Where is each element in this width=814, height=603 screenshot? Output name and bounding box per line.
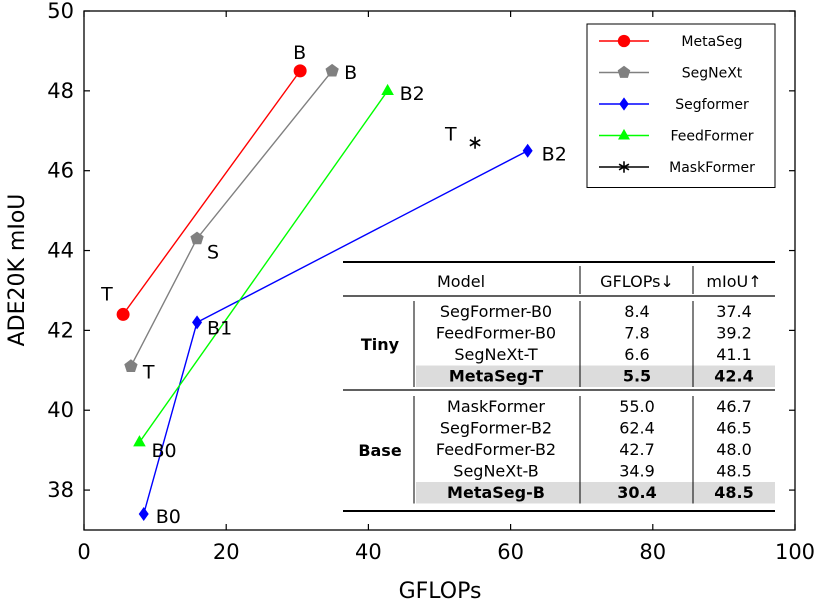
- series-markers: [116, 63, 533, 522]
- table-highlight-row: [416, 482, 775, 504]
- y-tick-label: 50: [47, 0, 74, 23]
- x-tick-label: 20: [213, 540, 240, 564]
- table-cell-gflops: 5.5: [623, 367, 651, 386]
- maskformer-legend-label: MaskFormer: [669, 160, 755, 176]
- segformer-marker: [522, 143, 533, 158]
- point-labels: T B T S B B0 B1 B2 B0 B2 T: [100, 42, 567, 528]
- table-cell-miou: 48.5: [716, 462, 752, 481]
- segnext-point-label: T: [142, 361, 155, 383]
- segnext-point-label: S: [207, 242, 219, 264]
- segformer-marker: [138, 507, 149, 522]
- feedformer-point-label: B2: [400, 83, 425, 105]
- table-cell-model: SegFormer-B0: [440, 302, 552, 321]
- table-cell-miou: 37.4: [716, 302, 752, 321]
- y-tick-label: 40: [47, 398, 74, 422]
- table-cell-gflops: 55.0: [619, 397, 655, 416]
- table-cell-model: FeedFormer-B0: [436, 324, 556, 343]
- table-header-miou: mIoU↑: [706, 272, 761, 291]
- x-tick-label: 60: [497, 540, 524, 564]
- table-cell-miou: 46.7: [716, 397, 752, 416]
- inset-table: Model GFLOPs↓ mIoU↑ SegFormer-B0 8.4 37.4 Feed…: [343, 260, 775, 515]
- maskformer-legend-marker: [618, 161, 630, 173]
- table-cell-miou: 39.2: [716, 324, 752, 343]
- table-cell-miou: 48.5: [714, 483, 753, 502]
- table-background: [343, 260, 775, 515]
- feedformer-legend-label: FeedFormer: [670, 129, 753, 145]
- table-cell-gflops: 6.6: [624, 345, 649, 364]
- table-cell-model: SegNeXt-T: [454, 345, 538, 364]
- y-tick-label: 46: [47, 159, 74, 183]
- table-header-model: Model: [437, 272, 485, 291]
- metaseg-point-label: B: [293, 42, 306, 64]
- x-axis-title: GFLOPs: [399, 579, 482, 603]
- segformer-point-label: B0: [156, 506, 181, 528]
- metaseg-marker: [293, 64, 307, 78]
- x-tick-label: 0: [77, 540, 90, 564]
- table-cell-gflops: 42.7: [619, 440, 655, 459]
- table-highlight-row: [416, 365, 775, 387]
- table-cell-model: FeedFormer-B2: [436, 440, 556, 459]
- table-cell-gflops: 62.4: [619, 419, 655, 438]
- y-tick-label: 48: [47, 79, 74, 103]
- table-cell-miou: 42.4: [714, 367, 753, 386]
- table-cell-model: SegFormer-B2: [440, 419, 552, 438]
- segnext-legend-marker: [617, 65, 631, 78]
- segnext-marker: [124, 359, 138, 372]
- table-cell-gflops: 8.4: [624, 302, 649, 321]
- segnext-marker: [325, 63, 339, 77]
- segformer-legend-marker: [619, 97, 629, 111]
- y-tick-label: 44: [47, 239, 74, 263]
- metaseg-legend-marker: [617, 34, 631, 48]
- y-tick-label: 42: [47, 318, 74, 342]
- asterisk-stroke: [469, 139, 481, 147]
- segnext-legend-label: SegNeXt: [682, 66, 743, 82]
- table-cell-gflops: 7.8: [624, 324, 649, 343]
- table-cell-model: MetaSeg-B: [447, 483, 545, 502]
- metaseg-line: [122, 70, 301, 315]
- table-group-label: Base: [358, 441, 402, 460]
- plot-frame: [83, 10, 796, 531]
- legend: MetaSeg SegNeXt Segformer FeedFormer MaskFor…: [586, 23, 776, 188]
- table-cell-gflops: 34.9: [619, 462, 655, 481]
- table-cell-gflops: 30.4: [617, 483, 656, 502]
- segformer-marker: [192, 315, 203, 330]
- feedformer-line: [138, 90, 389, 443]
- table-cell-model: MetaSeg-T: [449, 367, 543, 386]
- table-cell-miou: 41.1: [716, 345, 752, 364]
- x-tick-label: 80: [639, 540, 666, 564]
- feedformer-marker: [381, 83, 394, 96]
- segformer-legend-label: Segformer: [675, 97, 749, 113]
- x-tick-label: 100: [775, 540, 814, 564]
- table-header-gflops: GFLOPs↓: [600, 272, 674, 291]
- table-cell-miou: 48.0: [716, 440, 752, 459]
- legend-box: [586, 23, 776, 188]
- maskformer-point-label: T: [444, 124, 457, 146]
- metaseg-legend-label: MetaSeg: [681, 34, 742, 50]
- feedformer-marker: [133, 435, 146, 447]
- segformer-point-label: B2: [542, 144, 567, 166]
- table-cell-model: MaskFormer: [447, 397, 545, 416]
- metaseg-marker: [116, 307, 130, 321]
- table-cell-miou: 46.5: [716, 419, 752, 438]
- segnext-point-label: B: [344, 62, 357, 84]
- x-tick-label: 40: [355, 540, 382, 564]
- feedformer-point-label: B0: [151, 440, 176, 462]
- table-cell-model: SegNeXt-B: [453, 462, 538, 481]
- metaseg-point-label: T: [100, 283, 113, 305]
- segnext-marker: [190, 231, 204, 245]
- feedformer-legend-marker: [618, 128, 630, 140]
- y-tick-label: 38: [47, 478, 74, 502]
- segformer-point-label: B1: [207, 317, 232, 339]
- asterisk-stroke: [618, 163, 630, 171]
- maskformer-marker: [469, 136, 481, 149]
- y-axis-title: ADE20K mIoU: [5, 194, 30, 347]
- axes: 0 20 40 60 80 100 38 40 42 44 46 48 50: [47, 0, 814, 564]
- table-group-label: Tiny: [361, 335, 400, 354]
